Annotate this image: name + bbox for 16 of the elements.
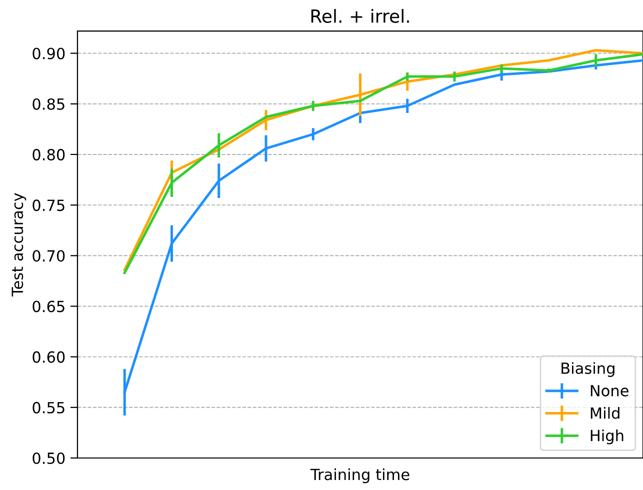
y-tick-label: 0.70 (32, 250, 65, 262)
y-axis-title: Test accuracy (12, 193, 26, 296)
x-axis-title: Training time (310, 468, 410, 484)
legend-title: Biasing (562, 362, 614, 377)
chart-title: Rel. + irrel. (311, 8, 409, 23)
y-tick-label: 0.65 (32, 300, 64, 312)
legend-label: None (590, 385, 628, 396)
y-tick-label: 0.85 (32, 98, 64, 110)
y-tick-label: 0.90 (32, 48, 65, 60)
y-tick-label: 0.50 (32, 452, 65, 464)
legend-label: High (590, 429, 624, 444)
y-tick-label: 0.80 (32, 148, 65, 160)
y-tick-label: 0.55 (32, 402, 64, 414)
legend-label: Mild (590, 407, 620, 419)
y-tick-label: 0.60 (32, 351, 65, 363)
y-tick-label: 0.75 (32, 200, 64, 212)
